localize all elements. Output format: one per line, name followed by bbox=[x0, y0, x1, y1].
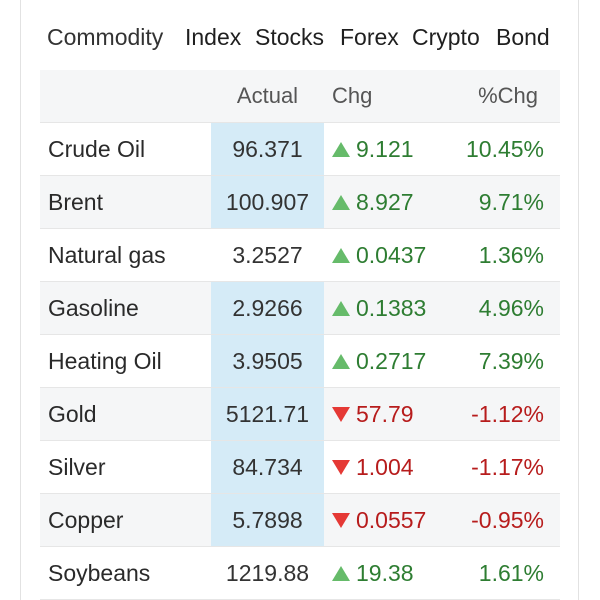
change-text: 1.004 bbox=[356, 453, 414, 480]
actual-cell-highlight bbox=[211, 335, 324, 387]
actual-value: 5121.71 bbox=[225, 400, 310, 427]
triangle-down-icon bbox=[332, 406, 350, 422]
header-pct-chg[interactable]: %Chg bbox=[478, 83, 538, 108]
change-value: 0.0437 bbox=[332, 229, 426, 281]
right-border bbox=[578, 0, 579, 600]
percent-change: 7.39% bbox=[478, 347, 544, 374]
header-chg[interactable]: Chg bbox=[332, 83, 373, 108]
actual-cell-highlight bbox=[211, 441, 324, 493]
change-value: 9.121 bbox=[332, 123, 414, 175]
actual-cell-highlight bbox=[211, 123, 324, 175]
table-row[interactable]: Soybeans 1219.88 19.38 1.61% bbox=[40, 547, 560, 600]
table-row[interactable]: Heating Oil 3.9505 0.2717 7.39% bbox=[40, 335, 560, 388]
percent-change: -1.17% bbox=[471, 453, 544, 480]
triangle-up-icon bbox=[332, 194, 350, 210]
change-value: 0.2717 bbox=[332, 335, 426, 387]
actual-value: 96.371 bbox=[232, 135, 303, 162]
change-text: 0.0437 bbox=[356, 241, 427, 268]
actual-value: 3.2527 bbox=[232, 241, 303, 268]
tab-commodity[interactable]: Commodity bbox=[47, 24, 164, 50]
commodity-name: Gold bbox=[48, 400, 97, 427]
actual-value: 3.9505 bbox=[232, 347, 303, 374]
tab-forex[interactable]: Forex bbox=[340, 24, 399, 50]
table-row[interactable]: Natural gas 3.2527 0.0437 1.36% bbox=[40, 229, 560, 282]
category-tabs: Commodity Index Stocks Forex Crypto Bond bbox=[40, 0, 560, 72]
triangle-up-icon bbox=[332, 141, 350, 157]
change-text: 8.927 bbox=[356, 188, 414, 215]
change-text: 0.0557 bbox=[356, 506, 427, 533]
triangle-up-icon bbox=[332, 247, 350, 263]
actual-cell-highlight bbox=[211, 282, 324, 334]
percent-change: 4.96% bbox=[478, 294, 544, 321]
change-value: 0.1383 bbox=[332, 282, 426, 334]
table-row[interactable]: Brent 100.907 8.927 9.71% bbox=[40, 176, 560, 229]
change-text: 57.79 bbox=[356, 400, 414, 427]
change-value: 8.927 bbox=[332, 176, 414, 228]
change-text: 0.2717 bbox=[356, 347, 427, 374]
triangle-up-icon bbox=[332, 353, 350, 369]
table-row[interactable]: Gold 5121.71 57.79 -1.12% bbox=[40, 388, 560, 441]
commodity-name: Brent bbox=[48, 188, 103, 215]
actual-value: 100.907 bbox=[225, 188, 310, 215]
change-text: 9.121 bbox=[356, 135, 414, 162]
triangle-down-icon bbox=[332, 459, 350, 475]
percent-change: -0.95% bbox=[471, 506, 544, 533]
change-value: 57.79 bbox=[332, 388, 414, 440]
actual-cell-highlight bbox=[211, 494, 324, 546]
commodity-name: Crude Oil bbox=[48, 135, 146, 162]
triangle-down-icon bbox=[332, 512, 350, 528]
change-text: 19.38 bbox=[356, 559, 414, 586]
commodity-name: Soybeans bbox=[48, 559, 151, 586]
triangle-up-icon bbox=[332, 565, 350, 581]
actual-value: 5.7898 bbox=[232, 506, 303, 533]
table-row[interactable]: Gasoline 2.9266 0.1383 4.96% bbox=[40, 282, 560, 335]
percent-change: -1.12% bbox=[471, 400, 544, 427]
table-row[interactable]: Crude Oil 96.371 9.121 10.45% bbox=[40, 123, 560, 176]
left-border bbox=[20, 0, 21, 600]
table-row[interactable]: Silver 84.734 1.004 -1.17% bbox=[40, 441, 560, 494]
tab-stocks[interactable]: Stocks bbox=[255, 24, 325, 50]
triangle-up-icon bbox=[332, 300, 350, 316]
change-value: 1.004 bbox=[332, 441, 414, 493]
actual-value: 2.9266 bbox=[232, 294, 303, 321]
commodity-name: Heating Oil bbox=[48, 347, 162, 374]
tab-index[interactable]: Index bbox=[185, 24, 242, 50]
change-value: 0.0557 bbox=[332, 494, 426, 546]
commodity-name: Silver bbox=[48, 453, 106, 480]
percent-change: 9.71% bbox=[478, 188, 544, 215]
commodity-name: Copper bbox=[48, 506, 124, 533]
actual-value: 1219.88 bbox=[225, 559, 310, 586]
tab-crypto[interactable]: Crypto bbox=[412, 24, 480, 50]
header-actual[interactable]: Actual bbox=[236, 83, 299, 108]
tab-bond[interactable]: Bond bbox=[496, 24, 550, 50]
commodity-table: Actual Chg %Chg Crude Oil 96.371 9.121 10.4… bbox=[40, 70, 560, 600]
change-value: 19.38 bbox=[332, 547, 414, 599]
table-row[interactable]: Copper 5.7898 0.0557 -0.95% bbox=[40, 494, 560, 547]
change-text: 0.1383 bbox=[356, 294, 427, 321]
actual-value: 84.734 bbox=[232, 453, 303, 480]
table-header: Actual Chg %Chg bbox=[40, 70, 560, 123]
percent-change: 1.61% bbox=[478, 559, 544, 586]
actual-cell-highlight bbox=[211, 176, 324, 228]
commodity-name: Gasoline bbox=[48, 294, 139, 321]
percent-change: 10.45% bbox=[465, 135, 544, 162]
commodity-name: Natural gas bbox=[48, 241, 166, 268]
actual-cell-highlight bbox=[211, 388, 324, 440]
table-body: Crude Oil 96.371 9.121 10.45% Brent 100.907 8.… bbox=[40, 123, 560, 600]
percent-change: 1.36% bbox=[478, 241, 544, 268]
